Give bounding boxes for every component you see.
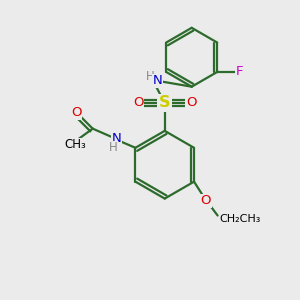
Text: H: H (146, 70, 154, 83)
Text: CH₃: CH₃ (64, 138, 86, 151)
Text: O: O (186, 96, 196, 110)
Text: CH₂CH₃: CH₂CH₃ (219, 214, 260, 224)
Text: H: H (109, 141, 118, 154)
Text: O: O (71, 106, 82, 119)
Text: S: S (159, 95, 170, 110)
Text: N: N (111, 133, 121, 146)
Text: O: O (133, 96, 143, 110)
Text: O: O (201, 194, 211, 207)
Text: N: N (152, 74, 162, 87)
Text: F: F (236, 65, 243, 79)
